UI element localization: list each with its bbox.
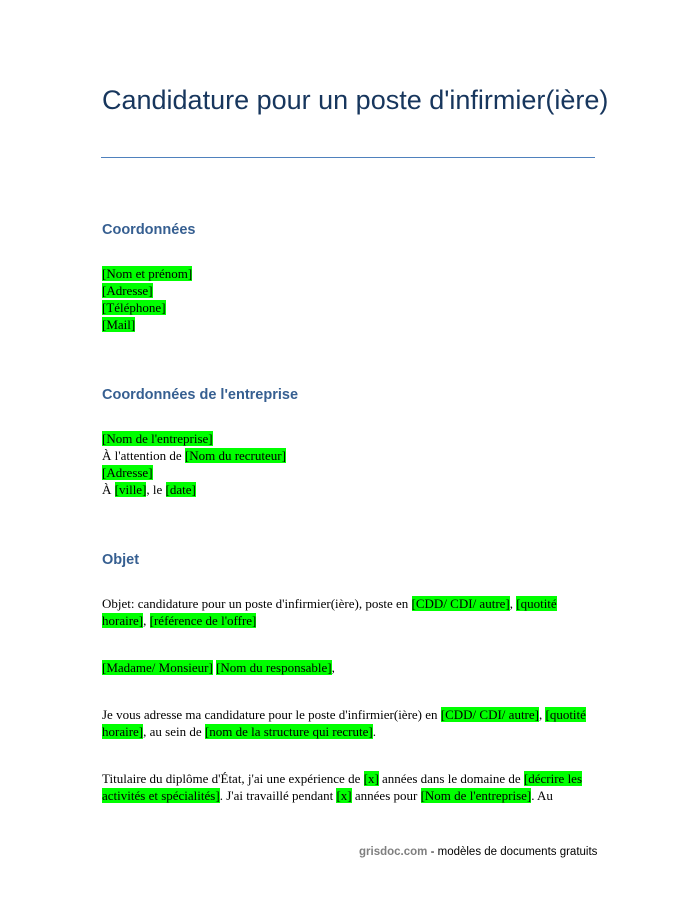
placeholder-field: [Madame/ Monsieur] — [102, 660, 213, 675]
placeholder-field: [Nom de l'entreprise] — [102, 431, 213, 446]
footer-site-link[interactable]: grisdoc.com — [359, 846, 428, 858]
text-line: À l'attention de [Nom du recruteur] — [102, 447, 592, 464]
footer: grisdoc.com - modèles de documents gratu… — [359, 846, 597, 858]
placeholder-field: [Nom de l'entreprise] — [420, 788, 532, 803]
placeholder-field: [nom de la structure qui recrute] — [204, 724, 373, 739]
intro-paragraph: Je vous adresse ma candidature pour le p… — [102, 706, 592, 740]
footer-tagline: - modèles de documents gratuits — [427, 846, 598, 858]
placeholder-field: [x] — [336, 788, 352, 803]
text-line: [Nom de l'entreprise] — [102, 430, 592, 447]
placeholder-field: [date] — [165, 482, 196, 497]
text-line: [Mail] — [102, 316, 592, 333]
placeholder-field: [Nom du recruteur] — [184, 448, 286, 463]
text-line: Je vous adresse ma candidature pour le p… — [102, 706, 592, 740]
placeholder-field: [x] — [363, 771, 379, 786]
text-line: [Nom et prénom] — [102, 265, 592, 282]
text-segment: À l'attention de — [102, 448, 185, 463]
placeholder-field: [CDD/ CDI/ autre] — [411, 596, 510, 611]
contact-block: [Nom et prénom] [Adresse] [Téléphone] [Mail… — [102, 265, 592, 333]
placeholder-field: [ville] — [114, 482, 147, 497]
text-line: [Adresse] — [102, 282, 592, 299]
placeholder-field: [Adresse] — [102, 283, 153, 298]
text-segment: , — [331, 660, 335, 675]
title-rule — [101, 157, 595, 158]
objet-paragraph: Objet: candidature pour un poste d'infir… — [102, 595, 592, 629]
text-line: [Adresse] — [102, 464, 592, 481]
text-segment: , le — [146, 482, 166, 497]
text-segment: années pour — [351, 788, 421, 803]
text-segment: . Au — [531, 788, 553, 803]
heading-entreprise: Coordonnées de l'entreprise — [102, 387, 299, 403]
text-segment: Titulaire du diplôme d'État, j'ai une ex… — [102, 771, 364, 786]
text-segment: , — [509, 596, 517, 611]
placeholder-field: [Mail] — [102, 317, 136, 332]
heading-objet: Objet — [102, 552, 140, 568]
placeholder-field: [Adresse] — [102, 465, 153, 480]
text-segment: . J'ai travaillé pendant — [219, 788, 337, 803]
text-segment: années dans le domaine de — [378, 771, 524, 786]
heading-coordonnees: Coordonnées — [102, 222, 196, 238]
text-segment: , — [143, 613, 150, 628]
text-segment: . — [372, 724, 376, 739]
text-line: [Madame/ Monsieur] [Nom du responsable], — [102, 659, 592, 676]
text-segment: Je vous adresse ma candidature pour le p… — [102, 707, 441, 722]
text-line: Titulaire du diplôme d'État, j'ai une ex… — [102, 770, 592, 804]
text-segment: , au sein de — [143, 724, 205, 739]
text-line: Objet: candidature pour un poste d'infir… — [102, 595, 592, 629]
text-segment: Objet: candidature pour un poste d'infir… — [102, 596, 412, 611]
placeholder-field: [référence de l'offre] — [149, 613, 257, 628]
placeholder-field: [Nom du responsable] — [216, 660, 332, 675]
text-line: [Téléphone] — [102, 299, 592, 316]
document-title: Candidature pour un poste d'infirmier(iè… — [102, 85, 609, 115]
company-block: [Nom de l'entreprise] À l'attention de [N… — [102, 430, 592, 498]
placeholder-field: [Nom et prénom] — [102, 266, 193, 281]
salutation-paragraph: [Madame/ Monsieur] [Nom du responsable], — [102, 659, 592, 676]
experience-paragraph: Titulaire du diplôme d'État, j'ai une ex… — [102, 770, 592, 804]
text-segment: , — [538, 707, 546, 722]
placeholder-field: [Téléphone] — [102, 300, 166, 315]
text-segment: À — [102, 482, 115, 497]
placeholder-field: [CDD/ CDI/ autre] — [440, 707, 539, 722]
text-line: À [ville], le [date] — [102, 481, 592, 498]
